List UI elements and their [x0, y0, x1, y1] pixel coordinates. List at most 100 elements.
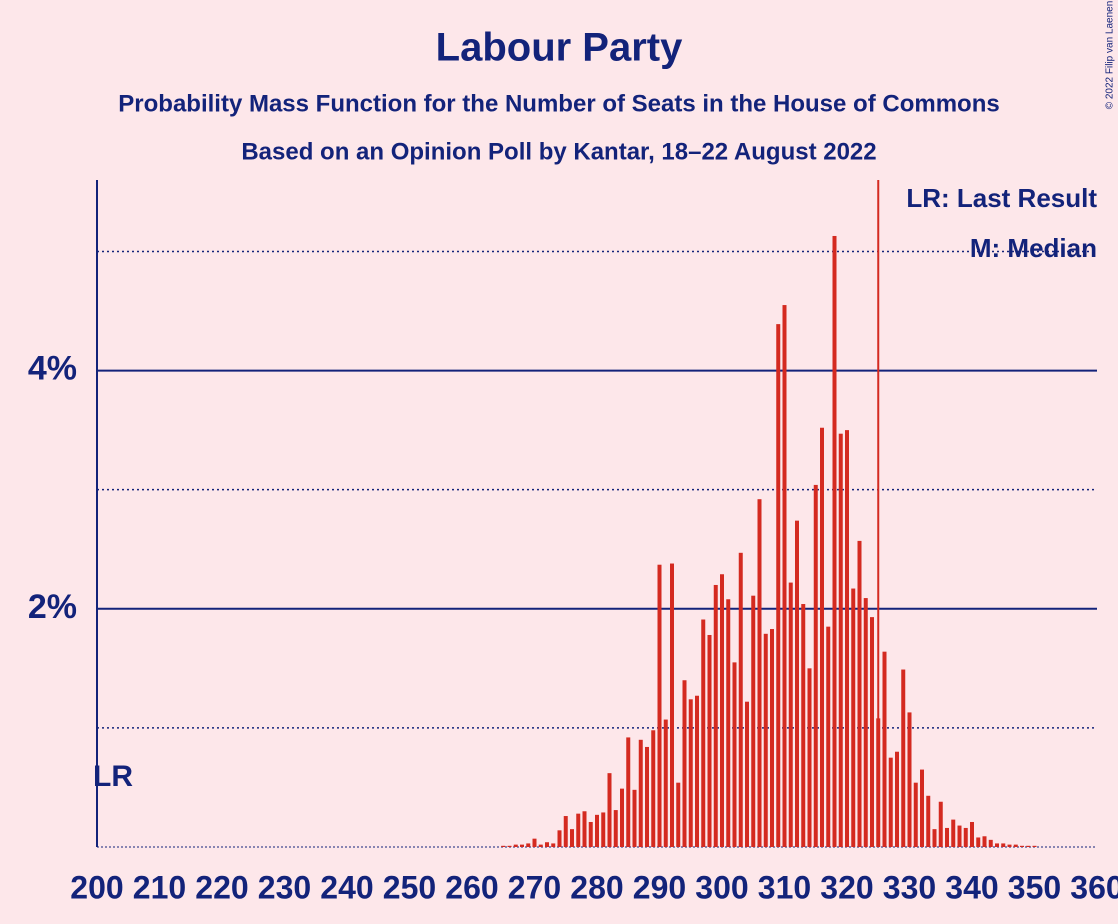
bar — [1020, 845, 1024, 847]
bar — [688, 699, 693, 847]
bar — [707, 634, 712, 847]
bar — [682, 680, 687, 847]
x-tick-label: 240 — [320, 869, 373, 905]
x-tick-label: 200 — [70, 869, 123, 905]
bar — [751, 595, 756, 847]
bar — [788, 582, 793, 847]
bar — [601, 812, 606, 847]
bar — [926, 795, 931, 847]
chart-subtitle: Based on an Opinion Poll by Kantar, 18–2… — [241, 138, 876, 165]
bar — [757, 499, 762, 847]
x-tick-label: 220 — [195, 869, 248, 905]
bar — [882, 651, 887, 847]
bar — [776, 324, 781, 847]
bar — [645, 746, 649, 847]
x-tick-label: 300 — [695, 869, 748, 905]
annotation: LR — [93, 760, 133, 793]
x-tick-label: 210 — [133, 869, 186, 905]
bar — [770, 629, 774, 847]
bar — [626, 737, 631, 847]
bar — [745, 701, 749, 847]
bar — [945, 827, 949, 847]
x-tick-label: 250 — [383, 869, 436, 905]
bar — [813, 484, 818, 847]
x-tick-label: 360 — [1070, 869, 1118, 905]
bar — [613, 810, 618, 847]
bar — [513, 844, 518, 847]
bar — [988, 839, 993, 847]
bar — [670, 563, 674, 847]
x-tick-label: 350 — [1008, 869, 1061, 905]
bar — [507, 845, 512, 847]
chart-subtitle: Probability Mass Function for the Number… — [118, 90, 999, 117]
bar — [820, 427, 824, 847]
bar — [695, 695, 699, 847]
bar — [676, 782, 681, 847]
x-tick-label: 270 — [508, 869, 561, 905]
bar — [582, 811, 587, 847]
bar — [838, 433, 843, 847]
bar — [576, 813, 581, 847]
bar — [863, 598, 868, 847]
bar — [1032, 845, 1037, 847]
bar — [845, 430, 849, 847]
bar — [663, 719, 668, 847]
bar — [851, 588, 856, 847]
bar — [526, 843, 531, 847]
chart-title: Labour Party — [436, 26, 683, 70]
x-tick-label: 320 — [820, 869, 873, 905]
bar — [720, 574, 724, 847]
bar — [588, 821, 593, 847]
bar — [538, 844, 543, 847]
bar — [657, 564, 662, 847]
bar — [713, 584, 718, 847]
bar — [932, 829, 937, 847]
bar — [951, 819, 956, 847]
x-tick-label: 260 — [445, 869, 498, 905]
x-tick-label: 290 — [633, 869, 686, 905]
bar — [870, 617, 874, 847]
bar — [595, 814, 599, 847]
x-tick-label: 330 — [883, 869, 936, 905]
bar — [532, 838, 537, 847]
bar — [632, 789, 637, 847]
bar — [976, 837, 981, 847]
y-tick-label: 4% — [28, 350, 77, 388]
y-tick-label: 2% — [28, 588, 77, 626]
bar — [857, 540, 862, 847]
bar — [1013, 844, 1018, 847]
bar — [895, 751, 899, 847]
bar — [920, 769, 924, 847]
bar — [970, 821, 974, 847]
bar — [570, 829, 574, 847]
bar — [888, 757, 893, 847]
bar — [520, 844, 524, 847]
bar — [763, 633, 768, 847]
copyright: © 2022 Filip van Laenen — [1105, 1, 1116, 110]
bar — [995, 843, 999, 847]
bar — [651, 730, 656, 847]
bar — [901, 669, 906, 847]
bar — [738, 552, 743, 847]
bar — [501, 845, 506, 847]
bar — [913, 782, 918, 847]
bar — [726, 599, 731, 847]
x-tick-label: 310 — [758, 869, 811, 905]
bar — [1007, 844, 1012, 847]
legend-entry: LR: Last Result — [906, 183, 1097, 213]
bar — [701, 619, 706, 847]
bar — [982, 836, 987, 847]
bar — [938, 801, 943, 847]
bar — [563, 816, 568, 847]
bar — [638, 739, 643, 847]
bar — [732, 662, 737, 847]
x-tick-label: 230 — [258, 869, 311, 905]
bar — [907, 712, 912, 847]
x-tick-label: 340 — [945, 869, 998, 905]
bar — [801, 604, 806, 847]
bar — [963, 827, 968, 847]
bar — [807, 668, 812, 847]
bar — [620, 788, 624, 847]
x-tick-label: 280 — [570, 869, 623, 905]
